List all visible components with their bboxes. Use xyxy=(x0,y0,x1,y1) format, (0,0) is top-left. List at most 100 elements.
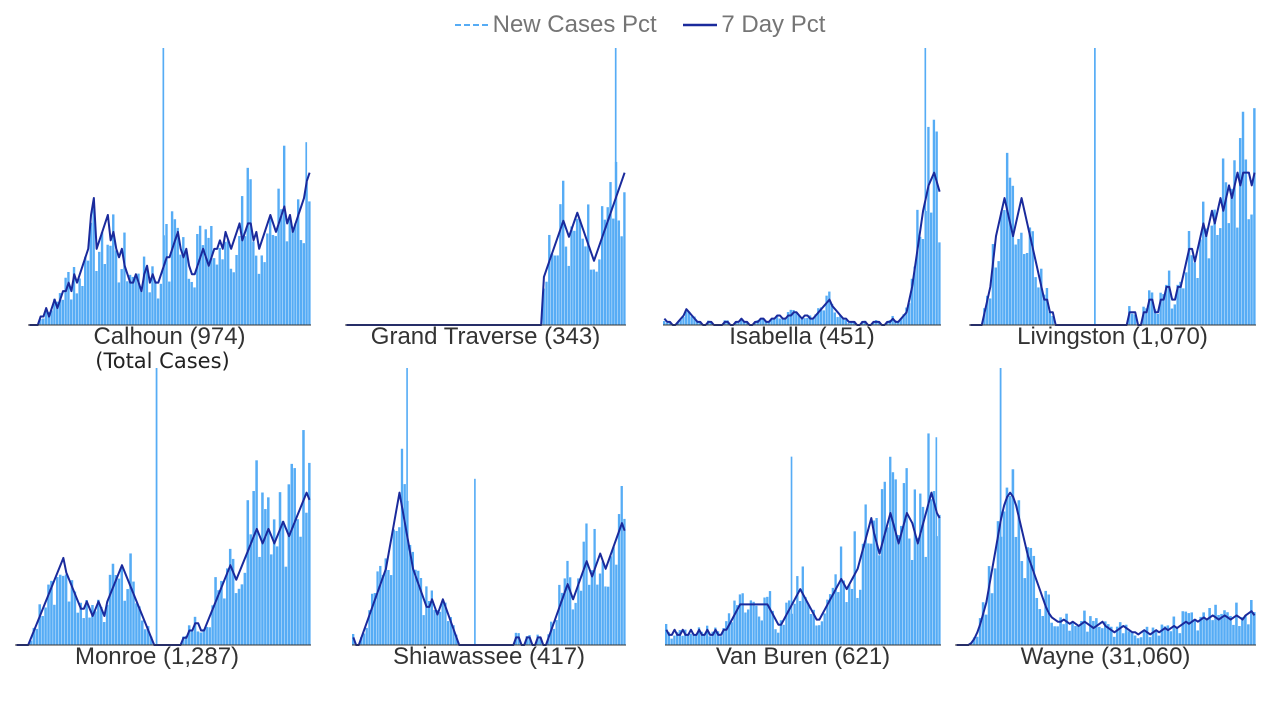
bar xyxy=(1040,268,1043,325)
bar xyxy=(387,570,390,645)
spike-bar xyxy=(474,478,476,645)
bar xyxy=(427,601,431,645)
bar xyxy=(384,558,387,645)
bar xyxy=(902,314,905,325)
bar xyxy=(969,643,973,645)
bar xyxy=(727,613,731,645)
panel-title: Shiawassee (417) xyxy=(393,643,585,670)
bar xyxy=(100,232,104,325)
legend-item-7-day[interactable]: 7 Day Pct xyxy=(683,11,825,39)
bar xyxy=(1042,294,1046,325)
bar xyxy=(738,594,742,645)
bar xyxy=(365,627,368,645)
bar xyxy=(1219,228,1222,325)
bar xyxy=(886,527,889,645)
bar xyxy=(804,597,807,645)
bar xyxy=(1244,615,1247,645)
bar xyxy=(588,584,591,645)
bar xyxy=(981,602,985,645)
bar xyxy=(1074,625,1077,645)
bar xyxy=(670,638,673,645)
bar xyxy=(763,597,766,645)
bar xyxy=(1017,500,1021,645)
bar xyxy=(692,634,695,645)
panel-0: Calhoun (974)(Total Cases) xyxy=(28,48,311,373)
bar xyxy=(1187,231,1191,325)
bar xyxy=(1133,314,1137,325)
bar xyxy=(240,584,244,645)
bar xyxy=(598,573,602,645)
bar xyxy=(1106,624,1110,645)
spike-bar xyxy=(935,437,938,645)
bar xyxy=(299,536,302,645)
bar xyxy=(916,537,919,645)
bar xyxy=(994,267,998,325)
bar xyxy=(278,492,282,645)
bar xyxy=(103,264,107,325)
bar xyxy=(1199,616,1202,645)
bar xyxy=(1182,288,1185,325)
bar xyxy=(1050,622,1053,645)
bar xyxy=(689,633,692,645)
bar xyxy=(796,576,799,645)
bar xyxy=(793,603,796,645)
bar xyxy=(867,543,870,645)
bar xyxy=(778,318,781,325)
bar xyxy=(208,627,211,645)
bar xyxy=(299,240,303,325)
bar xyxy=(254,255,258,325)
bar xyxy=(907,303,911,325)
bar xyxy=(826,599,829,645)
bar xyxy=(1210,225,1213,325)
bar xyxy=(187,278,191,325)
bar xyxy=(360,637,363,645)
bar xyxy=(1232,624,1235,645)
bar xyxy=(550,621,553,645)
bar xyxy=(587,204,590,325)
bar xyxy=(207,237,210,325)
bar xyxy=(617,514,621,645)
bar xyxy=(686,635,690,645)
bar xyxy=(921,506,925,645)
bar xyxy=(749,600,753,645)
bar xyxy=(678,630,681,645)
bar xyxy=(762,318,765,325)
bar xyxy=(697,627,701,645)
bar xyxy=(56,577,59,645)
bar xyxy=(1176,284,1179,325)
bar xyxy=(841,319,845,325)
bar xyxy=(1062,624,1065,645)
bar xyxy=(243,572,247,645)
bar xyxy=(260,255,263,325)
bar xyxy=(896,321,900,325)
bar xyxy=(436,610,439,645)
bar xyxy=(864,504,867,645)
bar xyxy=(1190,255,1194,325)
bar xyxy=(910,278,914,325)
bar xyxy=(773,319,776,325)
bar xyxy=(123,232,126,325)
bar xyxy=(784,318,787,325)
bar xyxy=(1199,239,1202,325)
bar xyxy=(787,600,791,645)
bar xyxy=(812,609,815,645)
bar xyxy=(56,301,59,325)
bar xyxy=(61,299,65,325)
legend-item-new-cases[interactable]: New Cases Pct xyxy=(454,11,657,39)
bar xyxy=(41,615,44,645)
bar xyxy=(1041,615,1045,645)
bar xyxy=(571,609,575,645)
bar xyxy=(847,323,850,325)
bar xyxy=(1229,615,1232,645)
bar xyxy=(775,316,779,325)
bar xyxy=(102,622,106,645)
bar xyxy=(552,628,556,645)
bar xyxy=(872,520,876,645)
bar xyxy=(308,462,311,645)
bar xyxy=(294,223,297,325)
dashed-line-icon xyxy=(454,24,489,27)
bar xyxy=(563,578,566,645)
bar xyxy=(1247,219,1250,325)
bar xyxy=(98,251,101,325)
bar xyxy=(1153,309,1157,325)
